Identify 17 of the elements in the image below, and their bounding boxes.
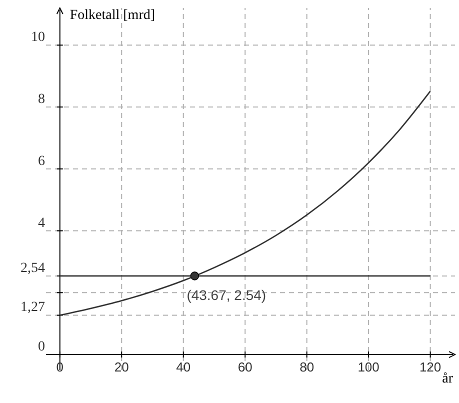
x-tick-label: 60 — [238, 360, 252, 375]
y-axis-title: Folketall [mrd] — [70, 8, 156, 23]
y-tick-label: 8 — [38, 92, 45, 108]
y-tick-label: 2,54 — [20, 260, 45, 276]
x-tick-label: 80 — [300, 360, 314, 375]
y-tick-label: 6 — [38, 154, 45, 169]
annotation: (43.67, 2.54) — [186, 286, 266, 303]
y-tick-label: 0 — [38, 340, 45, 355]
y-tick-label: 10 — [31, 30, 45, 46]
x-tick-label: 0 — [56, 360, 64, 375]
y-tick-label: 4 — [38, 216, 45, 231]
x-tick-label: 40 — [176, 360, 191, 375]
x-tick-label: 120 — [419, 360, 442, 375]
y-tick-label: 1,27 — [20, 300, 45, 316]
x-tick-label: 100 — [358, 360, 380, 375]
x-tick-label: 20 — [114, 360, 129, 375]
x-axis-title: år — [442, 372, 454, 387]
